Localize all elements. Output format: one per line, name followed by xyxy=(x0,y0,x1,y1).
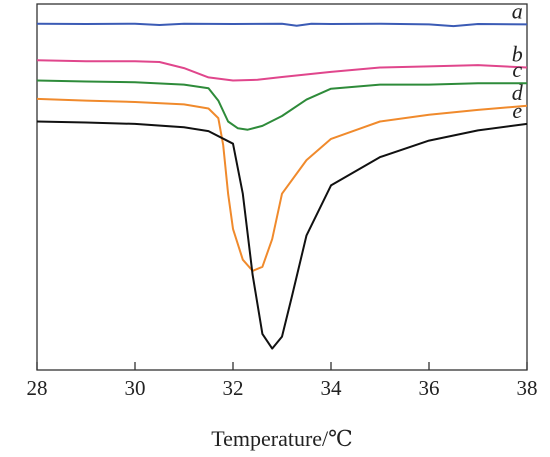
x-axis-title: Temperature/℃ xyxy=(211,426,353,451)
tick-layer: 28 30 32 34 36 38 xyxy=(27,362,538,400)
x-tick-label: 28 xyxy=(27,376,48,400)
series-line-e xyxy=(36,120,528,350)
x-tick-label: 36 xyxy=(419,376,440,400)
plot-area-frame xyxy=(36,3,528,371)
x-tick-label: 34 xyxy=(321,376,343,400)
series-line-c xyxy=(36,79,527,131)
series-line-a xyxy=(36,22,528,28)
x-tick-label: 38 xyxy=(517,376,538,400)
series-label-a: a xyxy=(512,0,523,23)
x-tick-label: 32 xyxy=(223,376,244,400)
series-label-d: d xyxy=(512,80,524,105)
series-line-b xyxy=(36,59,528,82)
x-tick-label: 30 xyxy=(125,376,146,400)
series-label-b: b xyxy=(512,41,523,66)
series-label-e: e xyxy=(512,98,522,123)
series-layer xyxy=(36,22,528,350)
series-line-d xyxy=(36,97,528,272)
series-label-c: c xyxy=(512,57,522,82)
